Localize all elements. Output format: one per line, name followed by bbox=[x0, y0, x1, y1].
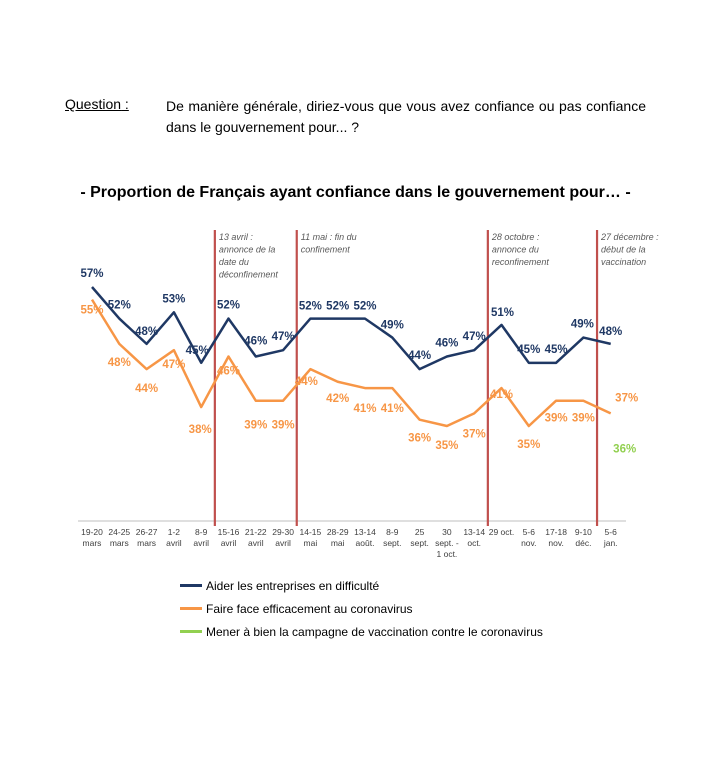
question-label: Question : bbox=[65, 96, 129, 112]
data-label: 44% bbox=[408, 350, 431, 362]
data-label: 47% bbox=[162, 359, 185, 371]
data-label: 41% bbox=[381, 403, 404, 415]
legend-entry: Aider les entreprises en difficulté bbox=[180, 574, 543, 597]
x-tick-label: 14-15 mai bbox=[300, 527, 322, 548]
data-label: 41% bbox=[490, 389, 513, 401]
data-label: 44% bbox=[295, 376, 318, 388]
data-label: 39% bbox=[244, 420, 267, 432]
data-label: 46% bbox=[217, 366, 240, 378]
chart-legend: Aider les entreprises en difficulté Faire… bbox=[180, 574, 543, 643]
data-label: 49% bbox=[381, 320, 404, 332]
x-tick-label: 29 oct. bbox=[489, 527, 515, 537]
x-tick-label: 15-16 avril bbox=[218, 527, 240, 548]
data-label: 48% bbox=[599, 326, 622, 338]
event-annotation: 27 décembre : début de la vaccination bbox=[600, 232, 659, 267]
x-tick-label: 21-22 avril bbox=[245, 527, 267, 548]
legend-swatch bbox=[180, 630, 202, 633]
data-label: 37% bbox=[615, 392, 638, 404]
data-label: 47% bbox=[463, 331, 486, 343]
event-annotation: 13 avril : annonce de la date du déconfinem… bbox=[219, 232, 279, 280]
x-tick-label: 13-14 oct. bbox=[463, 527, 485, 548]
x-tick-label: 17-18 nov. bbox=[545, 527, 567, 548]
data-label: 52% bbox=[108, 300, 131, 312]
data-label: 48% bbox=[135, 326, 158, 338]
series-line-2 bbox=[90, 298, 612, 428]
legend-label: Aider les entreprises en difficulté bbox=[206, 578, 380, 593]
x-tick-label: 30 sept. -1 oct. bbox=[435, 527, 459, 559]
legend-label: Faire face efficacement au coronavirus bbox=[206, 601, 413, 616]
legend-swatch bbox=[180, 607, 202, 610]
data-label: 55% bbox=[80, 305, 103, 317]
event-annotation: 28 octobre : annonce du reconfinement bbox=[491, 232, 550, 267]
data-label: 46% bbox=[435, 338, 458, 350]
data-label: 51% bbox=[491, 307, 514, 319]
series-line-1 bbox=[91, 286, 611, 371]
data-label: 57% bbox=[80, 268, 103, 280]
data-label: 38% bbox=[189, 424, 212, 436]
chart-title: - Proportion de Français ayant confiance… bbox=[80, 184, 631, 201]
data-label: 46% bbox=[244, 336, 267, 348]
x-tick-label: 19-20 mars bbox=[81, 527, 103, 548]
data-label: 35% bbox=[517, 439, 540, 451]
data-label: 37% bbox=[463, 428, 486, 440]
x-tick-label: 26-27 mars bbox=[136, 527, 158, 548]
event-annotation: 11 mai : fin du confinement bbox=[301, 232, 357, 255]
data-label: 52% bbox=[326, 301, 349, 313]
data-label: 53% bbox=[162, 293, 185, 305]
data-label: 44% bbox=[135, 383, 158, 395]
data-label: 39% bbox=[272, 420, 295, 432]
legend-swatch bbox=[180, 584, 202, 587]
data-label: 52% bbox=[217, 300, 240, 312]
data-label: 45% bbox=[517, 344, 540, 356]
x-tick-label: 1-2 avril bbox=[166, 527, 182, 548]
data-label: 45% bbox=[186, 345, 209, 357]
data-label: 52% bbox=[299, 301, 322, 313]
data-label: 36% bbox=[613, 444, 636, 456]
data-label: 52% bbox=[353, 301, 376, 313]
data-label: 48% bbox=[108, 357, 131, 369]
data-label: 42% bbox=[326, 393, 349, 405]
data-label: 49% bbox=[571, 319, 594, 331]
legend-label: Mener à bien la campagne de vaccination … bbox=[206, 624, 543, 639]
x-tick-label: 29-30 avril bbox=[272, 527, 294, 548]
data-label: 36% bbox=[408, 433, 431, 445]
x-tick-label: 13-14 août. bbox=[354, 527, 376, 548]
legend-entry: Faire face efficacement au coronavirus bbox=[180, 597, 543, 620]
x-tick-label: 8-9 sept. bbox=[383, 527, 401, 548]
x-tick-label: 25 sept. bbox=[410, 527, 428, 548]
legend-entry: Mener à bien la campagne de vaccination … bbox=[180, 620, 543, 643]
data-label: 45% bbox=[545, 344, 568, 356]
data-label: 35% bbox=[435, 440, 458, 452]
x-tick-label: 5-6 nov. bbox=[521, 527, 536, 548]
data-label: 41% bbox=[353, 403, 376, 415]
x-tick-label: 8-9 avril bbox=[193, 527, 209, 548]
x-tick-label: 9-10 déc. bbox=[575, 527, 592, 548]
data-label: 39% bbox=[572, 413, 595, 425]
data-label: 47% bbox=[272, 331, 295, 343]
x-tick-label: 24-25 mars bbox=[108, 527, 130, 548]
x-tick-label: 5-6 jan. bbox=[603, 527, 618, 548]
question-text: De manière générale, diriez-vous que vou… bbox=[166, 98, 646, 135]
data-label: 39% bbox=[545, 413, 568, 425]
x-tick-label: 28-29 mai bbox=[327, 527, 349, 548]
